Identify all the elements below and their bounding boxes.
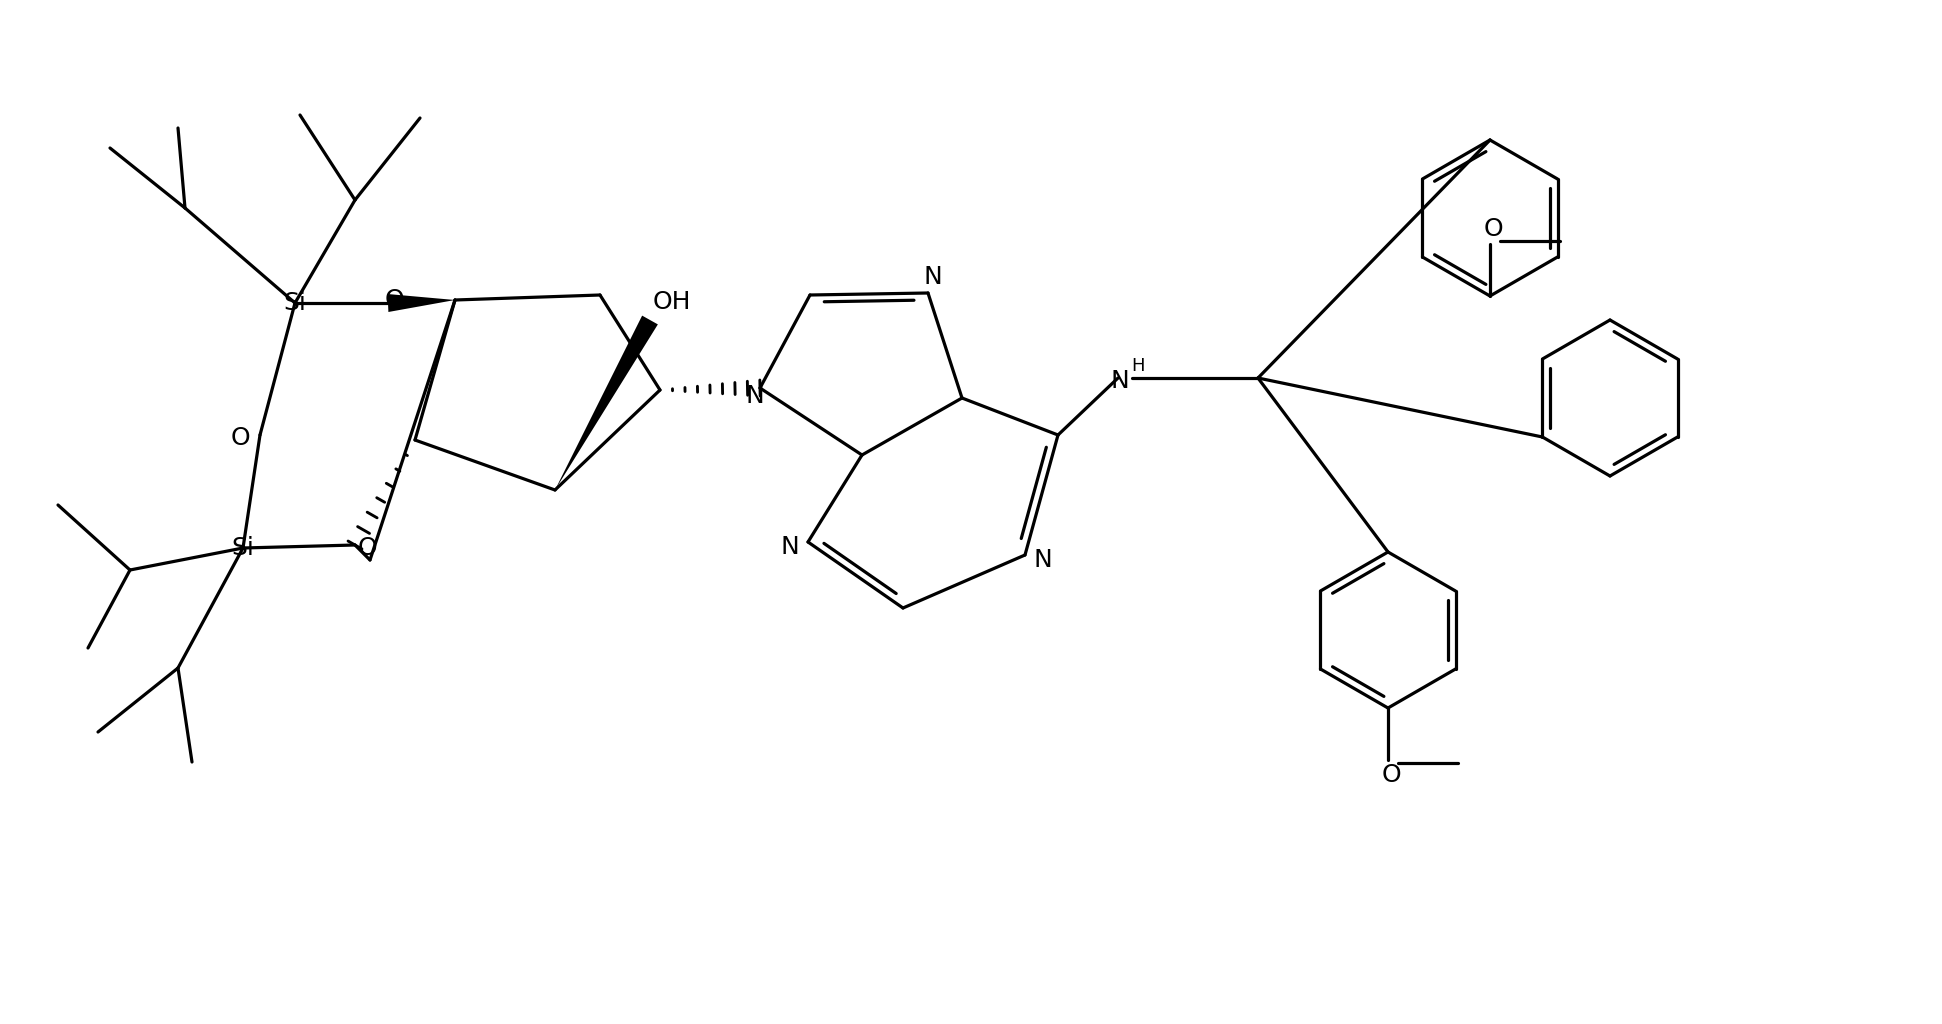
Text: O: O <box>385 288 404 312</box>
Text: N: N <box>746 384 765 408</box>
Text: Si: Si <box>284 291 307 315</box>
Text: N: N <box>1033 548 1053 572</box>
Text: N: N <box>781 535 800 559</box>
Text: Si: Si <box>231 536 254 560</box>
Text: H: H <box>1132 357 1144 375</box>
Text: O: O <box>231 426 251 450</box>
Text: O: O <box>1484 217 1503 241</box>
Polygon shape <box>555 315 658 490</box>
Text: OH: OH <box>653 290 691 314</box>
Text: O: O <box>357 536 377 560</box>
Text: N: N <box>1111 369 1130 393</box>
Polygon shape <box>388 294 454 312</box>
Text: O: O <box>1381 763 1400 787</box>
Text: N: N <box>924 265 942 289</box>
